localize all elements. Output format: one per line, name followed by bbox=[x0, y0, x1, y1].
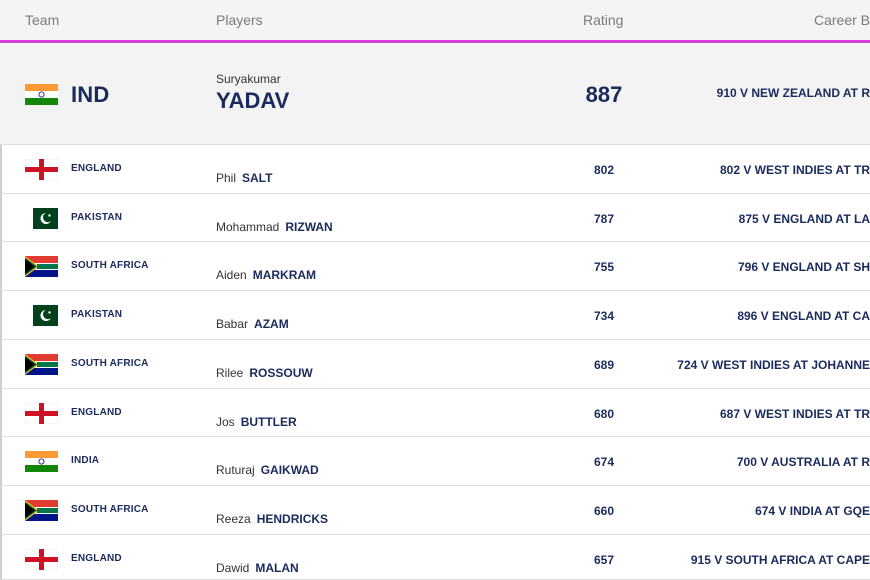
flag-icon bbox=[25, 354, 58, 375]
flag-icon bbox=[25, 256, 58, 277]
rating: 689 bbox=[593, 358, 615, 372]
rating: 787 bbox=[593, 212, 615, 226]
career-best: 796 V ENGLAND AT SH bbox=[737, 260, 870, 274]
flag-icon bbox=[25, 403, 58, 424]
ranking-row: PAKISTAN Babar AZAM 734 896 V ENGLAND AT CA bbox=[0, 291, 870, 340]
rating: 660 bbox=[593, 504, 615, 518]
team-name: PAKISTAN bbox=[71, 309, 123, 320]
team-name: SOUTH AFRICA bbox=[71, 260, 149, 271]
career-best: 896 V ENGLAND AT CA bbox=[737, 309, 870, 323]
first-name: Aiden bbox=[216, 268, 247, 282]
team-name: ENGLAND bbox=[71, 407, 122, 418]
career-best: 915 V SOUTH AFRICA AT CAPE bbox=[690, 553, 870, 567]
ranking-row: ENGLAND Phil SALT 802 802 V WEST INDIES AT T… bbox=[0, 145, 870, 194]
first-name: Suryakumar bbox=[216, 72, 281, 86]
team-name: INDIA bbox=[71, 455, 100, 466]
rating: 657 bbox=[593, 553, 615, 567]
first-name: Mohammad bbox=[216, 220, 280, 234]
rating: 887 bbox=[585, 82, 623, 107]
team-name: ENGLAND bbox=[71, 163, 122, 174]
column-header: Team bbox=[25, 12, 60, 28]
last-name: ROSSOUW bbox=[249, 366, 313, 380]
career-best: 875 V ENGLAND AT LA bbox=[738, 212, 870, 226]
first-name: Phil bbox=[216, 171, 237, 185]
left-edge bbox=[0, 44, 2, 580]
last-name: BUTTLER bbox=[240, 415, 297, 429]
ranking-row: ENGLAND Jos BUTTLER 680 687 V WEST INDIES AT… bbox=[0, 389, 870, 437]
last-name: SALT bbox=[242, 171, 273, 185]
first-name: Rilee bbox=[216, 366, 244, 380]
career-best: 674 V INDIA AT GQE bbox=[755, 504, 870, 518]
player-name: Aiden MARKRAM bbox=[216, 266, 316, 284]
team-name: SOUTH AFRICA bbox=[71, 358, 149, 369]
player-name: Dawid MALAN bbox=[216, 559, 299, 577]
column-header: Players bbox=[216, 12, 263, 28]
rating: 680 bbox=[593, 407, 615, 421]
flag-icon bbox=[25, 451, 58, 472]
player-name: Mohammad RIZWAN bbox=[216, 218, 333, 236]
first-name: Reeza bbox=[216, 512, 251, 526]
player-name: Suryakumar YADAV bbox=[216, 72, 289, 114]
last-name: YADAV bbox=[216, 88, 290, 113]
career-best: 687 V WEST INDIES AT TR bbox=[719, 407, 870, 421]
ranking-row: IND Suryakumar YADAV 887 910 V NEW ZEALAND A… bbox=[0, 44, 870, 145]
table-header: Team Players Rating Career B bbox=[0, 0, 870, 43]
first-name: Ruturaj bbox=[216, 463, 255, 477]
first-name: Babar bbox=[216, 317, 249, 331]
last-name: MARKRAM bbox=[252, 268, 317, 282]
career-best: 700 V AUSTRALIA AT R bbox=[736, 455, 870, 469]
flag-icon bbox=[25, 500, 58, 521]
last-name: RIZWAN bbox=[285, 220, 333, 234]
flag-icon bbox=[25, 305, 58, 326]
team-name: PAKISTAN bbox=[71, 212, 123, 223]
last-name: MALAN bbox=[255, 561, 299, 575]
rating: 802 bbox=[593, 163, 615, 177]
first-name: Dawid bbox=[216, 561, 250, 575]
ranking-row: SOUTH AFRICA Rilee ROSSOUW 689 724 V WEST IN… bbox=[0, 340, 870, 389]
team-name: ENGLAND bbox=[71, 553, 122, 564]
rating: 755 bbox=[593, 260, 615, 274]
ranking-row: SOUTH AFRICA Reeza HENDRICKS 660 674 V INDIA… bbox=[0, 486, 870, 535]
flag-icon bbox=[25, 159, 58, 180]
team-name: SOUTH AFRICA bbox=[71, 504, 149, 515]
flag-icon bbox=[25, 84, 58, 105]
ranking-row: INDIA Ruturaj GAIKWAD 674 700 V AUSTRALIA AT… bbox=[0, 437, 870, 486]
career-best: 910 V NEW ZEALAND AT R bbox=[716, 86, 870, 100]
first-name: Jos bbox=[216, 415, 235, 429]
rating: 674 bbox=[593, 455, 615, 469]
last-name: AZAM bbox=[254, 317, 289, 331]
player-name: Phil SALT bbox=[216, 169, 272, 187]
flag-icon bbox=[25, 549, 58, 570]
player-name: Jos BUTTLER bbox=[216, 413, 297, 431]
last-name: GAIKWAD bbox=[260, 463, 319, 477]
player-name: Ruturaj GAIKWAD bbox=[216, 461, 319, 479]
player-name: Babar AZAM bbox=[216, 315, 289, 333]
career-best: 724 V WEST INDIES AT JOHANNE bbox=[677, 358, 870, 372]
ranking-row: SOUTH AFRICA Aiden MARKRAM 755 796 V ENGLAND… bbox=[0, 242, 870, 291]
column-header: Career B bbox=[814, 12, 870, 28]
column-header: Rating bbox=[583, 12, 624, 28]
flag-icon bbox=[25, 208, 58, 229]
team-name: IND bbox=[71, 82, 110, 107]
ranking-row: ENGLAND Dawid MALAN 657 915 V SOUTH AFRICA A… bbox=[0, 535, 870, 580]
career-best: 802 V WEST INDIES AT TR bbox=[719, 163, 870, 177]
ranking-row: PAKISTAN Mohammad RIZWAN 787 875 V ENGLAND A… bbox=[0, 194, 870, 242]
rating: 734 bbox=[593, 309, 615, 323]
player-name: Rilee ROSSOUW bbox=[216, 364, 313, 382]
player-name: Reeza HENDRICKS bbox=[216, 510, 328, 528]
last-name: HENDRICKS bbox=[256, 512, 329, 526]
